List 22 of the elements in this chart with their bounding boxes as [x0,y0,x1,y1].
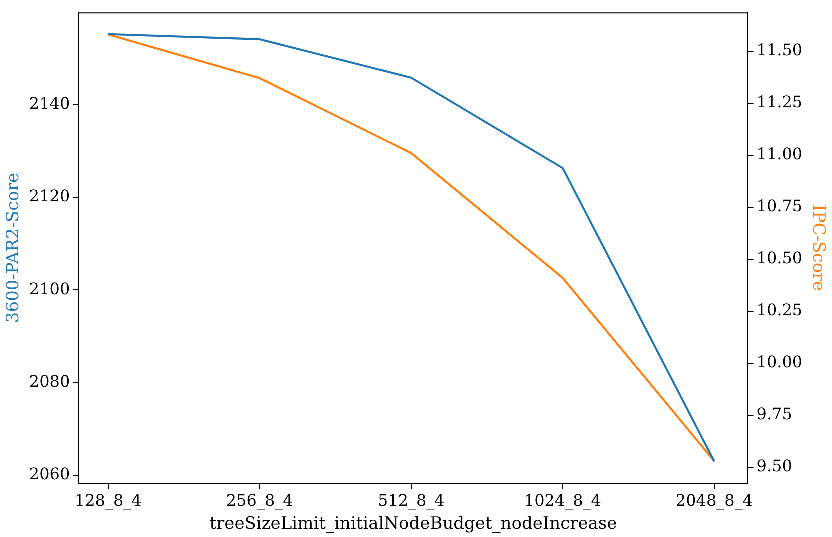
x-tick-label: 256_8_4 [226,491,294,510]
y2-tick-label: 10.50 [756,248,803,268]
y-axis-title: 3600-PAR2-Score [4,172,24,324]
x-tick-label: 2048_8_4 [676,491,753,510]
x-tick-label: 128_8_4 [74,491,142,510]
y2-tick-label: 11.00 [756,144,803,164]
x-axis-title: treeSizeLimit_initialNodeBudget_nodeIncrease [210,514,618,534]
y-tick-label: 2060 [29,464,70,484]
x-tick-label: 1024_8_4 [524,491,602,510]
y-tick-label: 2120 [29,186,70,206]
y-tick-label: 2080 [29,372,70,391]
y2-tick-label: 10.00 [756,352,803,372]
y2-tick-label: 9.75 [756,404,792,424]
y-tick-label: 2140 [29,94,70,113]
x-tick-label: 512_8_4 [378,491,445,510]
y2-tick-label: 9.50 [756,456,792,476]
y2-tick-label: 10.75 [756,196,803,216]
y2-tick-label: 11.25 [756,92,803,112]
y2-axis-title: IPC-Score [808,204,828,292]
y2-tick-label: 11.50 [756,40,803,60]
y2-tick-label: 10.25 [756,300,803,320]
y-tick-label: 2100 [29,279,70,298]
